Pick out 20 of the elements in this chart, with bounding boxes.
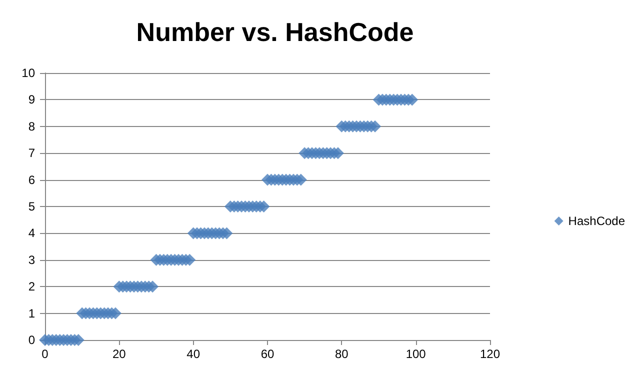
y-tick-label: 6 xyxy=(28,172,36,187)
x-tick-label: 100 xyxy=(406,347,426,361)
legend-label: HashCode xyxy=(568,214,626,228)
chart-title: Number vs. HashCode xyxy=(136,17,414,47)
y-tick-label: 4 xyxy=(28,226,36,240)
y-tick-label: 10 xyxy=(22,66,36,80)
y-tick-label: 3 xyxy=(28,252,36,267)
y-tick-label: 0 xyxy=(28,333,36,347)
x-tick-label: 20 xyxy=(112,347,126,361)
y-tick-label: 8 xyxy=(28,119,36,134)
y-tick-label: 5 xyxy=(28,200,36,214)
x-tick-label: 60 xyxy=(260,347,274,361)
x-tick-label: 80 xyxy=(334,347,349,361)
y-tick-label: 1 xyxy=(28,306,36,320)
y-tick-label: 2 xyxy=(28,280,36,294)
x-tick-label: 40 xyxy=(186,347,200,361)
x-tick-label: 120 xyxy=(480,347,500,361)
y-tick-label: 7 xyxy=(28,146,36,160)
x-tick-label: 0 xyxy=(42,347,49,361)
y-tick-label: 9 xyxy=(28,92,36,107)
